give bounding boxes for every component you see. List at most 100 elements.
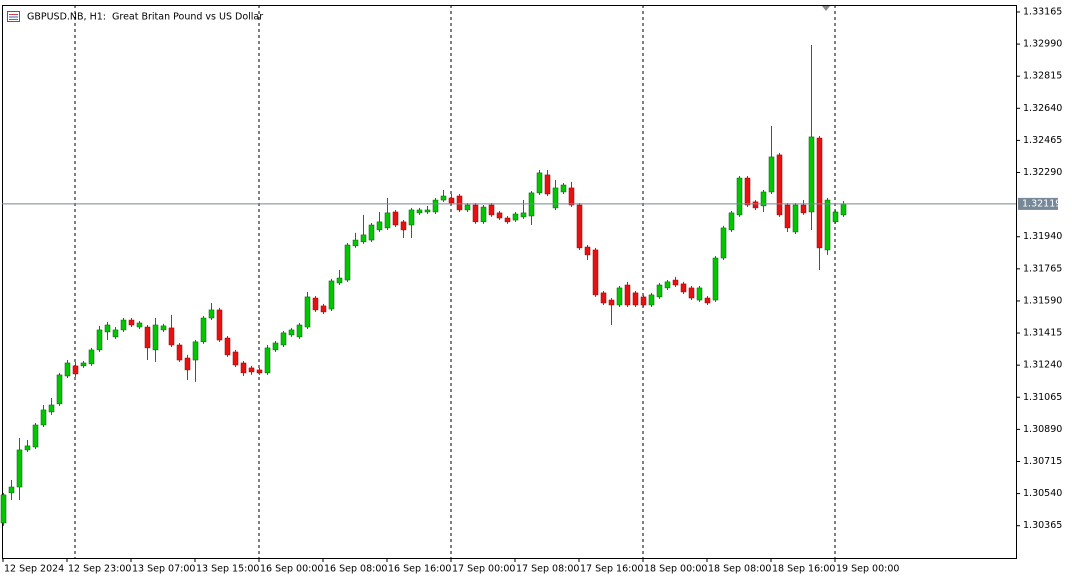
candle-body bbox=[448, 197, 455, 204]
candle-body bbox=[600, 292, 607, 304]
candle-body bbox=[616, 287, 623, 306]
candle-body bbox=[520, 212, 527, 218]
y-tick-label: 1.31415 bbox=[1023, 328, 1062, 339]
candle-body bbox=[544, 174, 551, 195]
y-tick-label: 1.31065 bbox=[1023, 392, 1062, 403]
candle-body bbox=[592, 249, 599, 296]
x-tick-label: 18 Sep 08:00 bbox=[708, 564, 771, 575]
y-tick-label: 1.30540 bbox=[1023, 488, 1062, 499]
candle-body bbox=[712, 257, 719, 301]
candle-body bbox=[640, 296, 647, 306]
candle-body bbox=[768, 156, 775, 193]
candle-body bbox=[312, 297, 319, 311]
candle-body bbox=[424, 209, 431, 213]
candle-body bbox=[304, 296, 311, 328]
y-tick-label: 1.32465 bbox=[1023, 135, 1062, 146]
candle-body bbox=[744, 177, 751, 206]
candle-body bbox=[480, 206, 487, 223]
candle-body bbox=[488, 204, 495, 216]
candle-body bbox=[8, 486, 15, 494]
candle-body bbox=[632, 292, 639, 306]
candle-body bbox=[824, 199, 831, 251]
candle-body bbox=[128, 319, 135, 326]
x-tick-label: 17 Sep 00:00 bbox=[452, 564, 515, 575]
candle-body bbox=[120, 319, 127, 331]
y-tick-label: 1.32640 bbox=[1023, 103, 1062, 114]
symbol-icon bbox=[7, 11, 20, 22]
candle-body bbox=[720, 227, 727, 259]
y-tick-label: 1.31765 bbox=[1023, 263, 1062, 274]
candle-body bbox=[808, 136, 815, 213]
candle-body bbox=[416, 209, 423, 214]
y-tick-label: 1.31590 bbox=[1023, 295, 1062, 306]
candle-body bbox=[608, 299, 615, 306]
candle-body bbox=[344, 244, 351, 281]
candle-body bbox=[184, 357, 191, 371]
candle-body bbox=[432, 199, 439, 213]
candle-body bbox=[88, 349, 95, 365]
candle-body bbox=[208, 309, 215, 319]
candle-body bbox=[256, 369, 263, 374]
candle-body bbox=[160, 325, 167, 331]
candle-body bbox=[272, 342, 279, 351]
plot-frame bbox=[2, 5, 1017, 559]
y-tick-label: 1.30890 bbox=[1023, 424, 1062, 435]
candle-body bbox=[688, 287, 695, 299]
candle-body bbox=[408, 209, 415, 226]
candle-body bbox=[464, 204, 471, 211]
candle-body bbox=[472, 204, 479, 223]
candle-body bbox=[656, 284, 663, 298]
y-tick-label: 1.32290 bbox=[1023, 167, 1062, 178]
candle-body bbox=[840, 203, 847, 216]
candle-body bbox=[440, 195, 447, 201]
candle-body bbox=[320, 305, 327, 313]
candle-body bbox=[264, 347, 271, 374]
candle-body bbox=[576, 204, 583, 249]
candle-body bbox=[144, 326, 151, 349]
candle-body bbox=[776, 154, 783, 216]
candle-body bbox=[64, 362, 71, 377]
candle-body bbox=[392, 211, 399, 226]
candle-body bbox=[696, 287, 703, 301]
candle-body bbox=[832, 211, 839, 223]
candle-body bbox=[16, 449, 23, 488]
candle-body bbox=[176, 344, 183, 361]
candle-body bbox=[288, 329, 295, 336]
candle-body bbox=[552, 187, 559, 209]
y-tick-label: 1.32990 bbox=[1023, 39, 1062, 50]
x-tick-label: 13 Sep 07:00 bbox=[132, 564, 195, 575]
candle-body bbox=[528, 192, 535, 217]
x-tick-label: 17 Sep 08:00 bbox=[516, 564, 579, 575]
x-tick-label: 12 Sep 2024 bbox=[4, 564, 64, 575]
candle-body bbox=[216, 309, 223, 341]
candle-body bbox=[152, 324, 159, 351]
candle-body bbox=[56, 374, 63, 405]
candle-body bbox=[368, 224, 375, 241]
x-tick-label: 19 Sep 00:00 bbox=[836, 564, 899, 575]
candle-body bbox=[536, 172, 543, 194]
candle-body bbox=[232, 351, 239, 366]
candle-body bbox=[376, 221, 383, 231]
candle-body bbox=[728, 212, 735, 231]
candle-body bbox=[792, 204, 799, 233]
x-tick-label: 12 Sep 23:00 bbox=[68, 564, 131, 575]
candle-body bbox=[680, 283, 687, 293]
candle-body bbox=[200, 317, 207, 343]
candle-body bbox=[800, 204, 807, 214]
candle-body bbox=[296, 324, 303, 338]
candle-body bbox=[584, 246, 591, 256]
shift-marker bbox=[822, 6, 830, 11]
candle-body bbox=[664, 281, 671, 289]
candle-body bbox=[80, 362, 87, 367]
candle-body bbox=[280, 332, 287, 346]
candle-body bbox=[360, 234, 367, 243]
candle-body bbox=[704, 297, 711, 304]
candle-body bbox=[224, 337, 231, 356]
candle-body bbox=[784, 204, 791, 229]
candle-body bbox=[648, 294, 655, 306]
x-tick-label: 13 Sep 15:00 bbox=[196, 564, 259, 575]
candle-body bbox=[72, 365, 79, 375]
y-tick-label: 1.32815 bbox=[1023, 71, 1062, 82]
